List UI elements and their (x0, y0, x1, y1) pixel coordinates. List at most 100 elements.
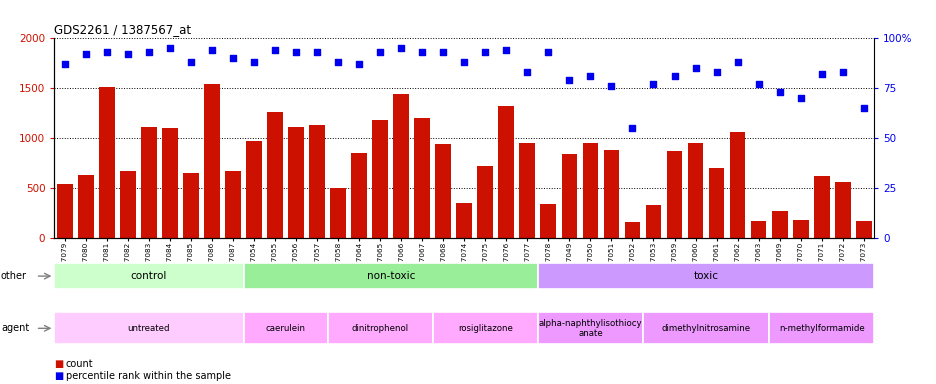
Bar (246, 141, 262, 238)
Bar (225, 171, 241, 238)
Bar (561, 154, 577, 238)
Bar (54, 313, 243, 344)
Text: non-toxic: non-toxic (366, 271, 415, 281)
Bar (834, 182, 850, 238)
Bar (456, 203, 472, 238)
Bar (141, 127, 156, 238)
Text: rosiglitazone: rosiglitazone (458, 324, 512, 333)
Point (393, 45, 408, 51)
Point (498, 47, 513, 53)
Text: agent: agent (1, 323, 29, 333)
Point (204, 47, 219, 53)
Point (751, 81, 766, 88)
Point (226, 55, 241, 61)
Bar (537, 313, 642, 344)
Bar (372, 120, 388, 238)
Text: count: count (66, 359, 93, 369)
Point (562, 77, 577, 83)
Bar (54, 263, 243, 289)
Bar (267, 112, 283, 238)
Bar (792, 220, 808, 238)
Point (79, 51, 94, 58)
Point (141, 49, 156, 55)
Point (771, 89, 786, 95)
Bar (204, 84, 220, 238)
Text: caerulein: caerulein (265, 324, 305, 333)
Bar (414, 118, 430, 238)
Point (373, 49, 388, 55)
Bar (855, 220, 870, 238)
Bar (498, 106, 514, 238)
Bar (540, 204, 556, 238)
Point (666, 73, 681, 79)
Text: dimethylnitrosamine: dimethylnitrosamine (661, 324, 750, 333)
Text: ■: ■ (54, 371, 64, 381)
Point (183, 59, 198, 65)
Point (624, 125, 639, 131)
Bar (309, 125, 325, 238)
Point (813, 71, 828, 78)
Text: percentile rank within the sample: percentile rank within the sample (66, 371, 230, 381)
Point (415, 49, 430, 55)
Text: untreated: untreated (127, 324, 170, 333)
Bar (750, 221, 766, 238)
Text: n-methylformamide: n-methylformamide (778, 324, 864, 333)
Point (268, 47, 283, 53)
Bar (582, 143, 598, 238)
Point (309, 49, 324, 55)
Bar (243, 263, 537, 289)
Bar (729, 132, 745, 238)
Point (351, 61, 366, 68)
Text: ■: ■ (54, 359, 64, 369)
Point (604, 83, 619, 89)
Bar (328, 313, 432, 344)
Bar (624, 222, 639, 238)
Point (57, 61, 72, 68)
Bar (771, 211, 786, 238)
Point (519, 69, 534, 75)
Bar (351, 153, 367, 238)
Bar (768, 313, 873, 344)
Bar (120, 171, 136, 238)
Bar (78, 175, 94, 238)
Text: other: other (1, 271, 27, 281)
Point (792, 95, 807, 101)
Bar (435, 144, 450, 238)
Bar (162, 128, 178, 238)
Bar (708, 168, 724, 238)
Point (477, 49, 492, 55)
Bar (99, 87, 115, 238)
Bar (537, 263, 873, 289)
Text: alpha-naphthylisothiocy
anate: alpha-naphthylisothiocy anate (538, 319, 641, 338)
Bar (642, 313, 768, 344)
Point (457, 59, 471, 65)
Bar (432, 313, 537, 344)
Point (99, 49, 114, 55)
Text: control: control (131, 271, 167, 281)
Point (330, 59, 345, 65)
Point (246, 59, 261, 65)
Point (582, 73, 597, 79)
Bar (687, 143, 703, 238)
Point (540, 49, 555, 55)
Bar (183, 173, 198, 238)
Bar (329, 188, 345, 238)
Bar (665, 151, 681, 238)
Text: dinitrophenol: dinitrophenol (351, 324, 408, 333)
Bar (57, 184, 73, 238)
Point (435, 49, 450, 55)
Point (709, 69, 724, 75)
Bar (393, 94, 409, 238)
Bar (519, 143, 534, 238)
Bar (477, 166, 492, 238)
Bar (645, 205, 661, 238)
Point (121, 51, 136, 58)
Bar (603, 150, 619, 238)
Bar (288, 127, 303, 238)
Point (687, 65, 702, 71)
Point (834, 69, 849, 75)
Point (288, 49, 303, 55)
Point (162, 45, 177, 51)
Bar (812, 176, 828, 238)
Point (645, 81, 660, 88)
